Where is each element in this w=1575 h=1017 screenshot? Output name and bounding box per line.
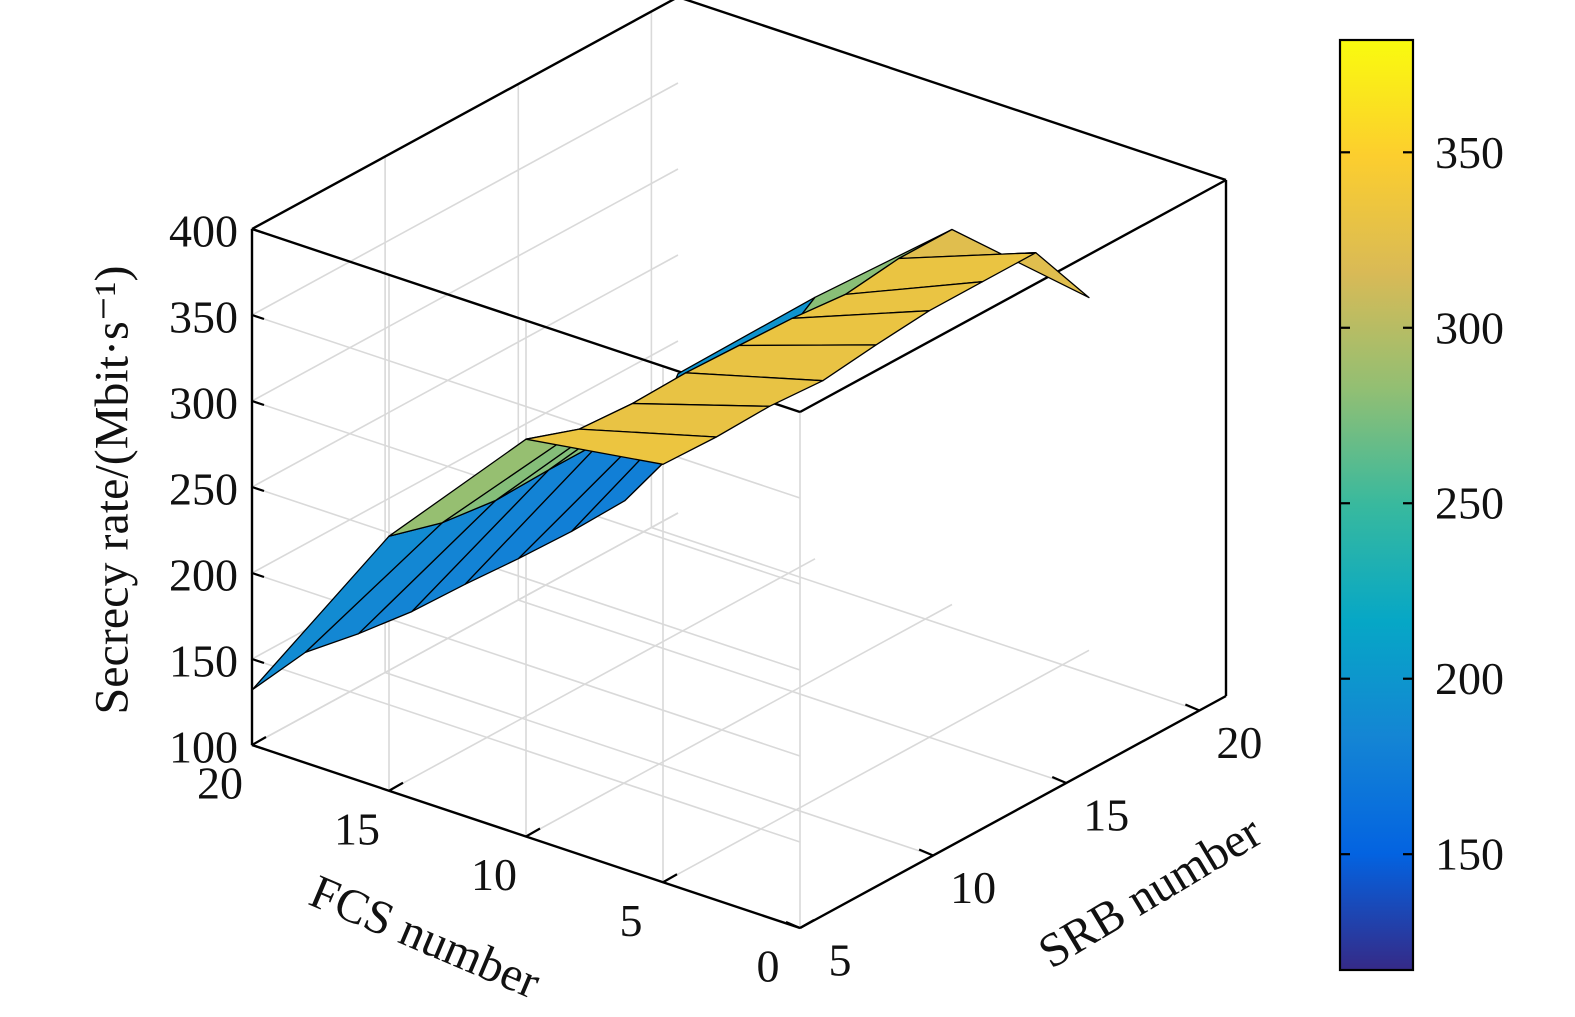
- y-tick-label: 0: [757, 941, 780, 992]
- axes-edge: [251, 0, 676, 231]
- surface: [251, 228, 1090, 691]
- x-tick-label: 5: [829, 935, 852, 986]
- z-tick: [251, 313, 265, 321]
- x-tick-label: 15: [1083, 790, 1129, 841]
- z-tick: [251, 743, 265, 751]
- colorbar-tick-label: 300: [1435, 302, 1504, 353]
- colorbar-tick-label: 200: [1435, 653, 1504, 704]
- x-tick-label: 10: [950, 862, 996, 913]
- y-tick: [799, 919, 815, 929]
- y-tick: [251, 736, 267, 746]
- x-tick-label: 20: [1216, 717, 1262, 768]
- colorbar-tick-label: 150: [1435, 829, 1504, 880]
- colorbar-gradient: [1338, 38, 1415, 972]
- y-tick-label: 15: [334, 803, 380, 854]
- colorbar-ticks: 150 200 250 300 350: [1340, 127, 1504, 880]
- z-tick-label: 100: [169, 722, 238, 773]
- colorbar-tick-label: 350: [1435, 127, 1504, 178]
- colorbar: 150 200 250 300 350: [1338, 38, 1504, 972]
- y-tick-label: 10: [471, 849, 517, 900]
- grid-layer: [250, 0, 1227, 930]
- x-tick: [918, 848, 934, 857]
- axes-edge: [799, 694, 1227, 930]
- z-tick: [251, 657, 265, 665]
- z-tick-label: 300: [169, 378, 238, 429]
- z-tick-label: 350: [169, 292, 238, 343]
- z-tick-label: 400: [169, 206, 238, 257]
- surface-patch: [525, 428, 717, 465]
- z-tick-label: 200: [169, 550, 238, 601]
- y-tick-label: 20: [197, 758, 243, 809]
- z-tick: [251, 485, 265, 493]
- y-tick-label: 5: [620, 895, 643, 946]
- x-axis-label: SRB number: [1029, 805, 1270, 979]
- y-tick: [662, 873, 678, 884]
- y-tick: [525, 827, 541, 838]
- z-tick: [251, 571, 265, 579]
- z-tick: [251, 399, 265, 407]
- colorbar-tick-label: 250: [1435, 478, 1504, 529]
- axes-edge: [683, 0, 1227, 182]
- x-tick: [1051, 775, 1067, 785]
- y-gridline: [799, 412, 1227, 930]
- z-tick-label: 150: [169, 636, 238, 687]
- axes-edge: [799, 178, 1227, 414]
- z-tick: [251, 227, 265, 235]
- z-axis-label: Secrecy rate/(Mbit·s⁻¹): [86, 266, 139, 715]
- x-tick: [1184, 703, 1200, 712]
- axes-frame: [250, 0, 1228, 930]
- y-tick: [388, 781, 404, 792]
- z-tick-label: 250: [169, 464, 238, 515]
- x-tick: [785, 920, 801, 930]
